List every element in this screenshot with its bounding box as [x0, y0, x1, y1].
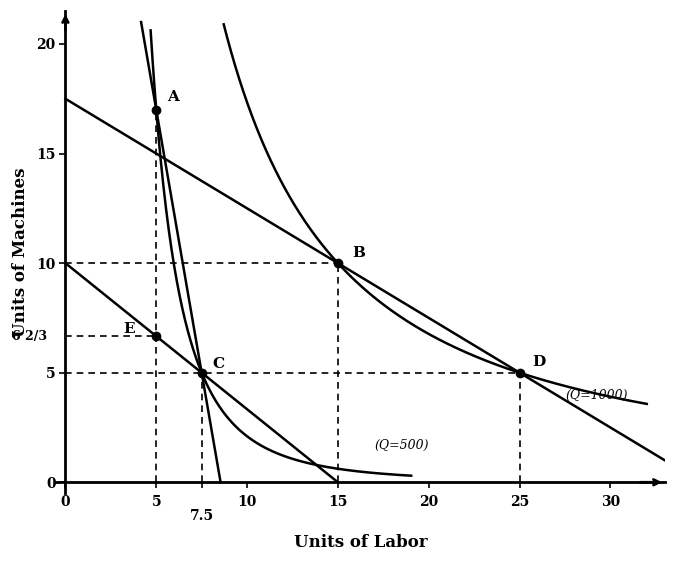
Text: E: E — [124, 322, 135, 336]
Text: B: B — [352, 245, 366, 260]
Text: 7.5: 7.5 — [189, 508, 214, 522]
Text: A: A — [167, 90, 179, 104]
Text: C: C — [212, 358, 224, 372]
Text: (Q=500): (Q=500) — [375, 439, 429, 453]
Text: (Q=1000): (Q=1000) — [565, 389, 627, 402]
X-axis label: Units of Labor: Units of Labor — [294, 534, 427, 551]
Text: 6 2/3: 6 2/3 — [12, 330, 47, 343]
Y-axis label: Units of Machines: Units of Machines — [12, 167, 29, 337]
Text: D: D — [532, 355, 546, 369]
